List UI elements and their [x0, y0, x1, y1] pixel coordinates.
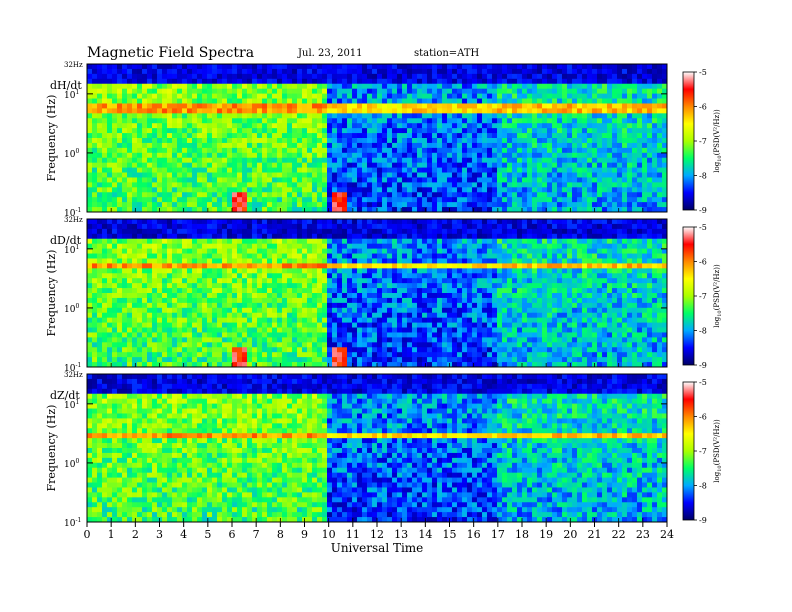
spectrogram-cells: [87, 374, 668, 523]
x-tick-label: 2: [132, 528, 139, 541]
x-tick-label: 11: [346, 528, 360, 541]
colorbar-tick-label: -5: [699, 223, 707, 232]
colorbar-tick-label: -8: [699, 482, 707, 491]
y-axis-label: Frequency (Hz): [45, 405, 58, 492]
x-tick-label: 23: [636, 528, 650, 541]
panel-name: dD/dt: [50, 234, 82, 247]
y-axis-label: Frequency (Hz): [45, 250, 58, 337]
x-tick-label: 10: [322, 528, 336, 541]
colorbar-tick-label: -9: [699, 206, 707, 215]
colorbar-tick-label: -5: [699, 68, 707, 77]
x-tick-label: 19: [539, 528, 553, 541]
colorbar-tick-label: -5: [699, 378, 707, 387]
y-tick-label: 10-1: [64, 517, 81, 529]
panel-name: dH/dt: [50, 79, 82, 92]
x-tick-label: 16: [467, 528, 481, 541]
x-tick-label: 4: [180, 528, 187, 541]
panel-name: dZ/dt: [50, 389, 80, 402]
colorbar-tick-label: -8: [699, 172, 707, 181]
y-tick-label: 100: [64, 458, 79, 470]
x-tick-label: 24: [660, 528, 674, 541]
y-tick-label: 101: [64, 244, 79, 256]
x-tick-label: 22: [612, 528, 626, 541]
x-axis: 0 1 2 3 4 5 6 7 8 9 10 11 12 13 14 15 16 17 18 19 20 21 22 23 24: [84, 208, 674, 541]
spectrogram-cells: [87, 64, 668, 213]
x-tick-label: 9: [301, 528, 308, 541]
x-tick-label: 0: [84, 528, 91, 541]
y-tick-label: 100: [64, 303, 79, 315]
x-tick-label: 12: [370, 528, 384, 541]
colorbar-tick-label: -6: [699, 258, 707, 267]
spectrogram-cells: [87, 219, 668, 368]
colorbar-tick-label: -6: [699, 103, 707, 112]
colorbar-tick-label: -6: [699, 413, 707, 422]
colorbar-tick-label: -7: [699, 447, 707, 456]
chart-date: Jul. 23, 2011: [298, 48, 363, 59]
y-tick-label-32hz: 32Hz: [64, 371, 83, 379]
x-tick-label: 21: [588, 528, 602, 541]
x-tick-label: 17: [491, 528, 505, 541]
colorbar: -5 -6 -7 -8 -9 log10(PSD(V²/Hz)): [682, 223, 723, 370]
colorbar-label: log10(PSD(V²/Hz)): [713, 264, 723, 328]
y-tick-label: 101: [64, 89, 79, 101]
colorbar-label: log10(PSD(V²/Hz)): [713, 109, 723, 173]
colorbar-tick-label: -7: [699, 137, 707, 146]
y-tick-label-32hz: 32Hz: [64, 61, 83, 69]
x-tick-label: 20: [563, 528, 577, 541]
colorbar-tick-label: -8: [699, 327, 707, 336]
x-tick-label: 6: [229, 528, 236, 541]
x-tick-label: 7: [253, 528, 260, 541]
y-axis-label: Frequency (Hz): [45, 95, 58, 182]
x-tick-label: 8: [277, 528, 284, 541]
x-tick-label: 14: [418, 528, 432, 541]
station-label: station=ATH: [414, 48, 480, 59]
colorbar: -5 -6 -7 -8 -9 log10(PSD(V²/Hz)): [682, 378, 723, 525]
x-tick-label: 18: [515, 528, 529, 541]
colorbar-tick-label: -9: [699, 516, 707, 525]
x-tick-label: 13: [394, 528, 408, 541]
colorbar-tick-label: -7: [699, 292, 707, 301]
colorbar-tick-label: -9: [699, 361, 707, 370]
x-tick-label: 15: [443, 528, 457, 541]
colorbar-label: log10(PSD(V²/Hz)): [713, 419, 723, 483]
y-tick-label-32hz: 32Hz: [64, 216, 83, 224]
x-axis-label: Universal Time: [331, 541, 424, 555]
x-tick-label: 1: [108, 528, 115, 541]
x-tick-label: 3: [156, 528, 163, 541]
chart-title: Magnetic Field Spectra: [87, 45, 255, 61]
y-tick-label: 100: [64, 148, 79, 160]
colorbar: -5 -6 -7 -8 -9 log10(PSD(V²/Hz)): [682, 68, 723, 215]
y-tick-label: 101: [64, 399, 79, 411]
x-tick-label: 5: [204, 528, 211, 541]
